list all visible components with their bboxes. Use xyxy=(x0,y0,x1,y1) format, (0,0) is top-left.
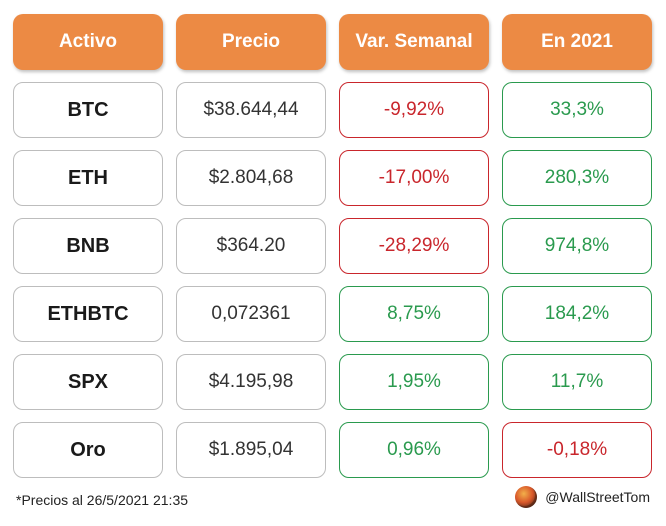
asset-cell: ETHBTC xyxy=(13,286,163,342)
price-cell: $1.895,04 xyxy=(176,422,326,478)
price-cell: 0,072361 xyxy=(176,286,326,342)
weekly-change-cell: 0,96% xyxy=(339,422,489,478)
weekly-change-cell: -28,29% xyxy=(339,218,489,274)
asset-cell: BTC xyxy=(13,82,163,138)
crypto-table: Activo Precio Var. Semanal En 2021 BTC $… xyxy=(13,14,652,478)
ytd-change-cell: 184,2% xyxy=(502,286,652,342)
price-cell: $364.20 xyxy=(176,218,326,274)
price-cell: $2.804,68 xyxy=(176,150,326,206)
ytd-change-cell: -0,18% xyxy=(502,422,652,478)
weekly-change-cell: -17,00% xyxy=(339,150,489,206)
asset-cell: SPX xyxy=(13,354,163,410)
weekly-change-cell: 8,75% xyxy=(339,286,489,342)
asset-cell: ETH xyxy=(13,150,163,206)
brand-handle: @WallStreetTom xyxy=(545,489,650,505)
header-ytd-change: En 2021 xyxy=(502,14,652,70)
avatar-icon xyxy=(515,486,538,508)
brand: @WallStreetTom xyxy=(515,486,650,508)
header-price: Precio xyxy=(176,14,326,70)
header-asset: Activo xyxy=(13,14,163,70)
price-cell: $4.195,98 xyxy=(176,354,326,410)
price-cell: $38.644,44 xyxy=(176,82,326,138)
ytd-change-cell: 33,3% xyxy=(502,82,652,138)
asset-cell: Oro xyxy=(13,422,163,478)
weekly-change-cell: -9,92% xyxy=(339,82,489,138)
header-weekly-change: Var. Semanal xyxy=(339,14,489,70)
ytd-change-cell: 280,3% xyxy=(502,150,652,206)
weekly-change-cell: 1,95% xyxy=(339,354,489,410)
ytd-change-cell: 974,8% xyxy=(502,218,652,274)
asset-cell: BNB xyxy=(13,218,163,274)
ytd-change-cell: 11,7% xyxy=(502,354,652,410)
footnote: *Precios al 26/5/2021 21:35 xyxy=(16,492,189,508)
